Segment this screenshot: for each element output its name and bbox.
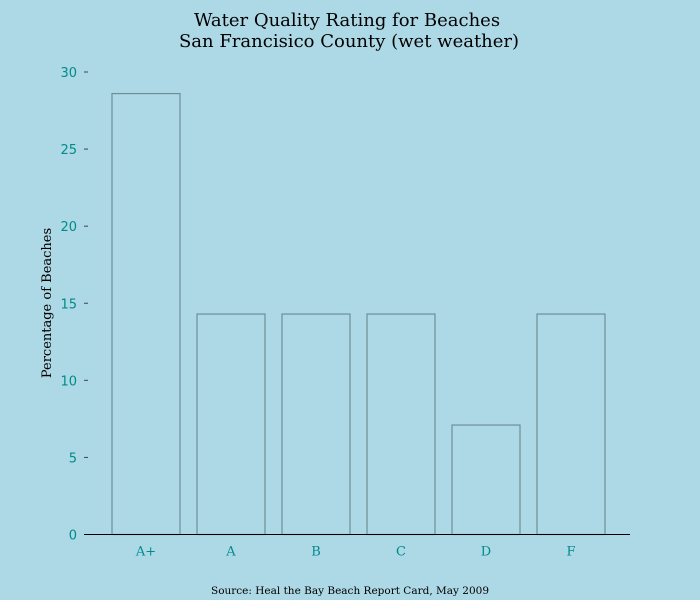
x-tick-label: A+ bbox=[135, 545, 156, 560]
bar-c bbox=[366, 313, 436, 536]
bar-a-plus bbox=[111, 92, 181, 536]
chart-title-line-1: Water Quality Rating for Beaches bbox=[194, 10, 500, 31]
y-tick-label: 10 bbox=[60, 374, 77, 389]
source-note: Source: Heal the Bay Beach Report Card, … bbox=[211, 585, 489, 597]
bar-f bbox=[536, 313, 606, 536]
bar-a bbox=[196, 313, 266, 536]
y-axis-ticks: 0 5 10 15 20 25 30 bbox=[60, 66, 88, 544]
x-axis-ticks: A+ A B C D F bbox=[135, 545, 576, 560]
y-tick-label: 30 bbox=[60, 66, 77, 81]
y-tick-label: 0 bbox=[69, 529, 77, 544]
x-tick-label: F bbox=[566, 545, 575, 560]
chart-title-line-2: San Francisico County (wet weather) bbox=[179, 31, 519, 52]
bar-b bbox=[281, 313, 351, 536]
x-tick-label: C bbox=[396, 545, 406, 560]
bar-d bbox=[451, 424, 521, 536]
y-tick-label: 15 bbox=[60, 297, 77, 312]
y-axis-label: Percentage of Beaches bbox=[40, 228, 55, 378]
bars-group bbox=[111, 92, 606, 536]
x-tick-label: B bbox=[311, 545, 321, 560]
y-tick-label: 20 bbox=[60, 220, 77, 235]
x-tick-label: D bbox=[481, 545, 491, 560]
x-tick-label: A bbox=[225, 545, 236, 560]
y-tick-label: 5 bbox=[69, 451, 77, 466]
y-tick-label: 25 bbox=[60, 143, 77, 158]
